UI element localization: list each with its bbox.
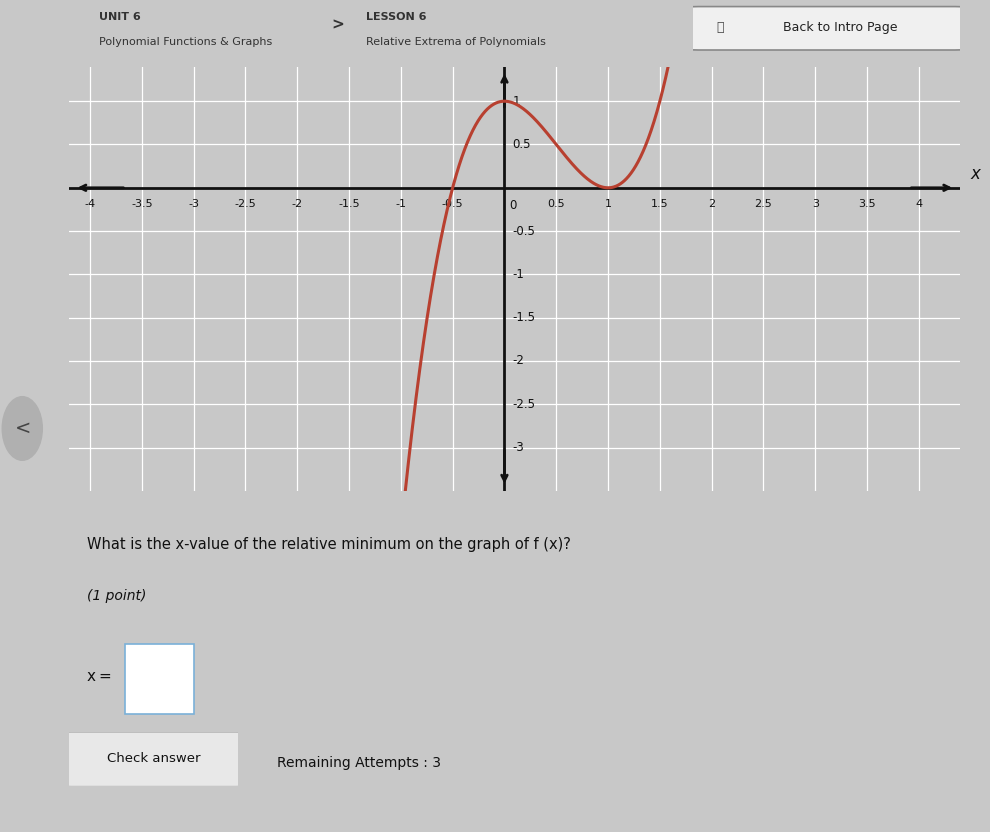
Text: 3.5: 3.5 xyxy=(858,199,876,209)
Text: >: > xyxy=(332,18,345,33)
Text: UNIT 6: UNIT 6 xyxy=(99,12,141,22)
Text: x: x xyxy=(970,166,980,184)
Text: -0.5: -0.5 xyxy=(442,199,463,209)
Text: -3: -3 xyxy=(513,441,525,454)
FancyBboxPatch shape xyxy=(61,731,247,787)
Text: -1: -1 xyxy=(513,268,525,281)
Text: LESSON 6: LESSON 6 xyxy=(366,12,427,22)
Text: -2: -2 xyxy=(292,199,303,209)
Text: x =: x = xyxy=(86,669,111,684)
Text: 1: 1 xyxy=(605,199,612,209)
Text: -3.5: -3.5 xyxy=(131,199,152,209)
Text: What is the x-value of the relative minimum on the graph of f (x)?: What is the x-value of the relative mini… xyxy=(86,537,570,552)
Text: ⎘: ⎘ xyxy=(716,21,724,34)
Text: 0.5: 0.5 xyxy=(547,199,565,209)
Text: Check answer: Check answer xyxy=(107,751,200,765)
Text: 2.5: 2.5 xyxy=(754,199,772,209)
Text: 0: 0 xyxy=(510,199,517,212)
Text: -2.5: -2.5 xyxy=(235,199,256,209)
Text: 3: 3 xyxy=(812,199,819,209)
Text: 4: 4 xyxy=(916,199,923,209)
Text: Polynomial Functions & Graphs: Polynomial Functions & Graphs xyxy=(99,37,272,47)
Text: -1: -1 xyxy=(395,199,406,209)
Text: Back to Intro Page: Back to Intro Page xyxy=(783,21,897,34)
FancyBboxPatch shape xyxy=(685,7,968,50)
Text: 2: 2 xyxy=(708,199,715,209)
Text: 0.5: 0.5 xyxy=(513,138,532,151)
Text: Relative Extrema of Polynomials: Relative Extrema of Polynomials xyxy=(366,37,546,47)
FancyBboxPatch shape xyxy=(126,644,194,714)
Ellipse shape xyxy=(2,397,43,460)
Text: -1.5: -1.5 xyxy=(513,311,536,324)
Text: -2.5: -2.5 xyxy=(513,398,536,411)
Text: <: < xyxy=(15,419,32,438)
Text: -4: -4 xyxy=(84,199,96,209)
Text: -2: -2 xyxy=(513,354,525,368)
Text: 1: 1 xyxy=(513,95,520,107)
Text: 1.5: 1.5 xyxy=(651,199,668,209)
Text: -1.5: -1.5 xyxy=(339,199,359,209)
Text: Remaining Attempts : 3: Remaining Attempts : 3 xyxy=(277,756,442,770)
Text: -0.5: -0.5 xyxy=(513,225,536,238)
Text: -3: -3 xyxy=(188,199,199,209)
Text: (1 point): (1 point) xyxy=(86,589,146,603)
